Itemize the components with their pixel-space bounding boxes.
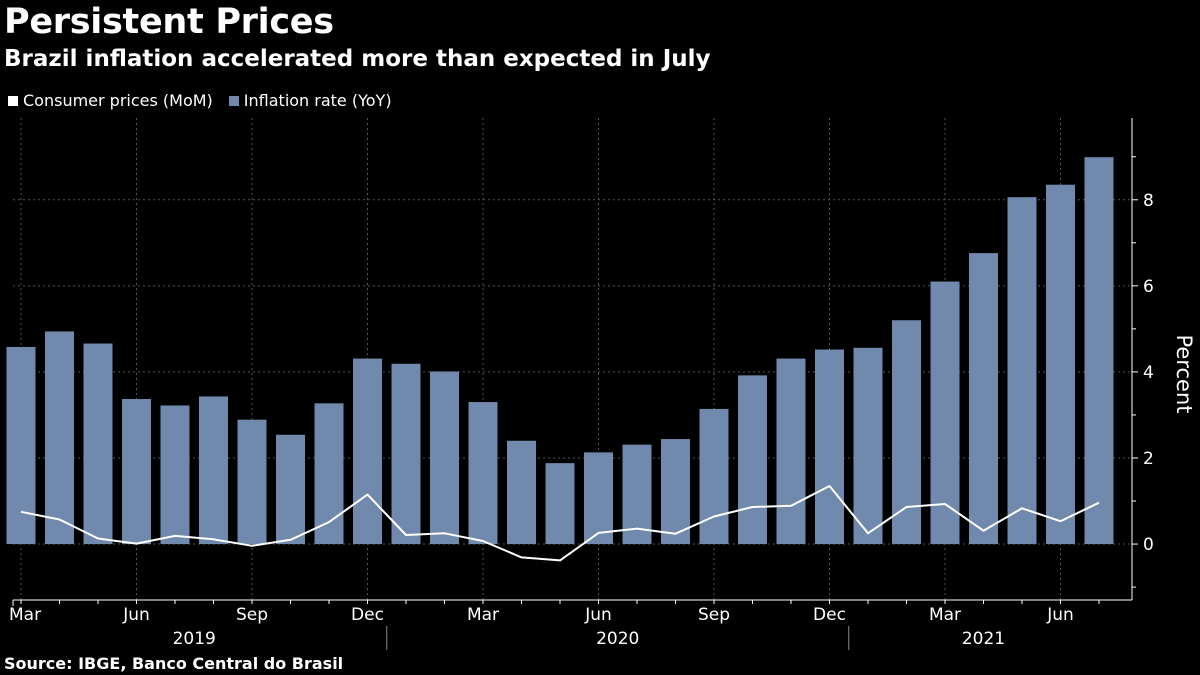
y-tick-label-2: 2 bbox=[1143, 449, 1154, 469]
legend-swatch-yoy bbox=[228, 95, 239, 106]
legend-item-mom: Consumer prices (MoM) bbox=[8, 91, 213, 110]
chart-title: Persistent Prices bbox=[4, 2, 334, 42]
x-tick-label-18: Sep bbox=[698, 605, 730, 625]
x-tick-label-12: Mar bbox=[467, 605, 499, 625]
x-tick-label-21: Dec bbox=[813, 605, 846, 625]
legend-label-yoy: Inflation rate (YoY) bbox=[243, 91, 392, 110]
bar-20 bbox=[776, 358, 806, 545]
bar-22 bbox=[853, 347, 883, 545]
y-tick-label-0: 0 bbox=[1143, 535, 1154, 555]
y-axis-label: Percent bbox=[1172, 334, 1196, 413]
bar-10 bbox=[391, 363, 421, 545]
year-label-2019: 2019 bbox=[173, 629, 216, 649]
bar-19 bbox=[738, 375, 767, 545]
y-tick-label-6: 6 bbox=[1143, 277, 1154, 297]
bar-17 bbox=[661, 439, 690, 545]
bar-15 bbox=[584, 452, 613, 545]
bar-3 bbox=[122, 399, 151, 545]
x-tick-label-0: Mar bbox=[9, 605, 41, 625]
source-note: Source: IBGE, Banco Central do Brasil bbox=[4, 654, 344, 673]
bar-24 bbox=[930, 281, 960, 545]
x-tick-label-24: Mar bbox=[929, 605, 961, 625]
bar-27 bbox=[1046, 184, 1075, 545]
x-tick-label-27: Jun bbox=[1046, 605, 1074, 625]
bar-12 bbox=[468, 402, 498, 545]
bar-8 bbox=[314, 403, 344, 545]
legend: Consumer prices (MoM) Inflation rate (Yo… bbox=[8, 91, 408, 110]
y-axis-ticks: 0 2 4 6 8 bbox=[1132, 156, 1154, 588]
bar-0 bbox=[6, 346, 36, 545]
bar-18 bbox=[699, 408, 729, 545]
bar-4 bbox=[160, 405, 190, 545]
bar-16 bbox=[622, 444, 652, 545]
bar-13 bbox=[507, 440, 536, 545]
x-tick-label-3: Jun bbox=[122, 605, 150, 625]
bar-14 bbox=[545, 463, 575, 545]
bar-23 bbox=[892, 320, 921, 545]
legend-label-mom: Consumer prices (MoM) bbox=[23, 91, 213, 110]
y-tick-label-4: 4 bbox=[1143, 363, 1154, 383]
bar-6 bbox=[237, 419, 267, 545]
year-label-2020: 2020 bbox=[596, 629, 639, 649]
legend-swatch-mom bbox=[8, 95, 18, 106]
bar-21 bbox=[815, 349, 844, 545]
chart-subtitle: Brazil inflation accelerated more than e… bbox=[4, 46, 711, 72]
bar-25 bbox=[969, 253, 998, 545]
bar-9 bbox=[353, 358, 382, 545]
y-tick-label-8: 8 bbox=[1143, 191, 1154, 211]
bar-26 bbox=[1007, 197, 1037, 545]
bar-7 bbox=[276, 434, 305, 545]
x-tick-label-9: Dec bbox=[351, 605, 384, 625]
bar-2 bbox=[83, 343, 113, 545]
line-series bbox=[20, 485, 1100, 562]
bar-1 bbox=[45, 331, 74, 545]
bar-11 bbox=[430, 371, 459, 545]
x-tick-label-6: Sep bbox=[236, 605, 268, 625]
year-label-2021: 2021 bbox=[962, 629, 1005, 649]
bar-5 bbox=[199, 396, 228, 545]
x-axis-ticks: Mar Jun Sep Dec Mar Jun Sep Dec Mar Jun 2019 2020 20… bbox=[9, 600, 1100, 650]
bar-28 bbox=[1084, 157, 1114, 545]
legend-item-yoy: Inflation rate (YoY) bbox=[228, 91, 392, 110]
x-tick-label-15: Jun bbox=[584, 605, 612, 625]
bar-series bbox=[6, 157, 1114, 545]
